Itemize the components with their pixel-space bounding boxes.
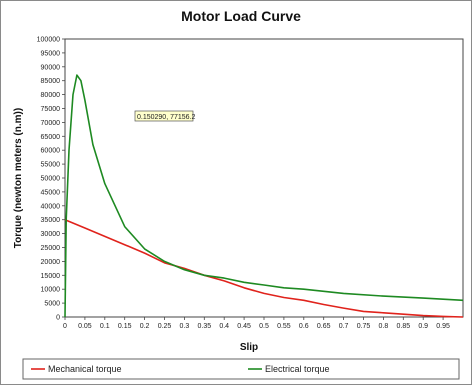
- legend-label-mechanical: Mechanical torque: [48, 364, 122, 374]
- x-tick-label: 0.8: [379, 323, 389, 330]
- x-tick-label: 0.25: [158, 323, 172, 330]
- y-tick-label: 45000: [41, 189, 61, 196]
- y-tick-label: 25000: [41, 245, 61, 252]
- x-tick-label: 0.9: [418, 323, 428, 330]
- x-tick-label: 0.55: [277, 323, 291, 330]
- x-tick-label: 0.15: [118, 323, 132, 330]
- y-tick-label: 20000: [41, 259, 61, 266]
- y-tick-label: 10000: [41, 287, 61, 294]
- tooltip-text: 0.150290, 77156.2: [137, 114, 195, 121]
- x-tick-label: 0.6: [299, 323, 309, 330]
- y-tick-label: 80000: [41, 92, 61, 99]
- x-tick-label: 0.85: [396, 323, 410, 330]
- series-line-mechanical: [64, 218, 464, 318]
- x-tick-label: 0.4: [219, 323, 229, 330]
- x-tick-label: 0.65: [317, 323, 331, 330]
- x-tick-label: 0.95: [436, 323, 450, 330]
- y-tick-label: 65000: [41, 134, 61, 141]
- x-tick-label: 0.05: [78, 323, 92, 330]
- x-tick-label: 0.2: [140, 323, 150, 330]
- series-line-electrical: [64, 74, 464, 318]
- x-tick-label: 0.1: [100, 323, 110, 330]
- legend-label-electrical: Electrical torque: [265, 364, 330, 374]
- x-tick-label: 0.7: [339, 323, 349, 330]
- y-tick-label: 95000: [41, 50, 61, 57]
- y-tick-label: 100000: [37, 37, 60, 44]
- legend-box: [22, 358, 460, 380]
- x-tick-label: 0.75: [357, 323, 371, 330]
- y-tick-label: 0: [56, 315, 60, 322]
- chart-title: Motor Load Curve: [181, 8, 301, 24]
- y-tick-label: 60000: [41, 148, 61, 155]
- y-tick-label: 15000: [41, 273, 61, 280]
- y-tick-label: 70000: [41, 120, 61, 127]
- x-tick-label: 0.45: [237, 323, 251, 330]
- data-point-tooltip: 0.150290, 77156.2: [134, 110, 195, 122]
- y-tick-label: 30000: [41, 231, 61, 238]
- y-tick-label: 5000: [44, 301, 60, 308]
- x-tick-label: 0.35: [197, 323, 211, 330]
- y-tick-label: 40000: [41, 203, 61, 210]
- x-axis: 0 0.05 0.1 0.15 0.2 0.25 0.3 0.35 0.4 0.45 0.5 0.55…: [63, 317, 450, 330]
- series-layer: [64, 74, 464, 318]
- plot-area: [64, 38, 464, 318]
- tooltip-box: [134, 110, 194, 122]
- x-tick-label: 0.3: [180, 323, 190, 330]
- y-tick-label: 85000: [41, 78, 61, 85]
- x-axis-title: Slip: [240, 342, 258, 353]
- y-tick-label: 50000: [41, 176, 61, 183]
- x-tick-label: 0: [63, 323, 67, 330]
- y-tick-label: 55000: [41, 162, 61, 169]
- y-tick-label: 35000: [41, 217, 61, 224]
- y-axis: 0 5000 10000 15000 20000 25000 30000 35000 40000…: [37, 37, 65, 322]
- legend: Mechanical torque Electrical torque: [22, 358, 460, 380]
- x-tick-label: 0.5: [259, 323, 269, 330]
- y-axis-title: Torque (newton meters (n.m)): [13, 108, 24, 248]
- y-tick-label: 75000: [41, 106, 61, 113]
- y-tick-label: 90000: [41, 64, 61, 71]
